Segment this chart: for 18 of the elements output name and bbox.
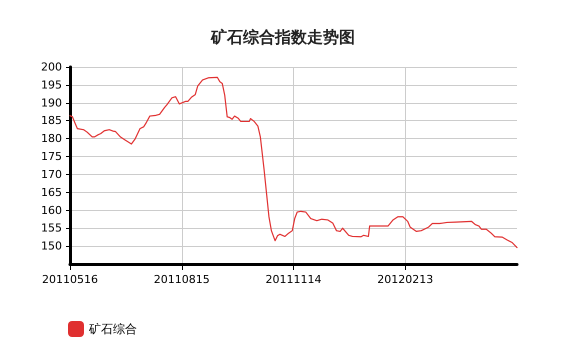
y-tick-label: 180 <box>41 132 62 146</box>
y-tick-label: 195 <box>41 78 62 92</box>
y-tick-label: 165 <box>41 186 62 199</box>
y-tick-label: 170 <box>41 168 62 181</box>
x-tick-label: 20111114 <box>266 273 322 286</box>
y-tick-label: 200 <box>41 60 62 74</box>
y-tick-label: 155 <box>41 222 62 235</box>
y-tick-label: 175 <box>41 150 62 164</box>
x-tick-label: 20110516 <box>42 273 98 286</box>
legend-label: 矿石综合 <box>88 322 137 336</box>
y-tick-label: 160 <box>41 204 62 217</box>
y-tick-label: 150 <box>41 240 62 253</box>
chart-title: 矿石综合指数走势图 <box>210 28 355 46</box>
y-tick-label: 190 <box>41 96 62 110</box>
x-tick-label: 20110815 <box>154 273 210 286</box>
line-series <box>69 76 518 248</box>
y-tick-label: 185 <box>41 114 62 128</box>
x-tick-label: 20120213 <box>377 273 434 286</box>
